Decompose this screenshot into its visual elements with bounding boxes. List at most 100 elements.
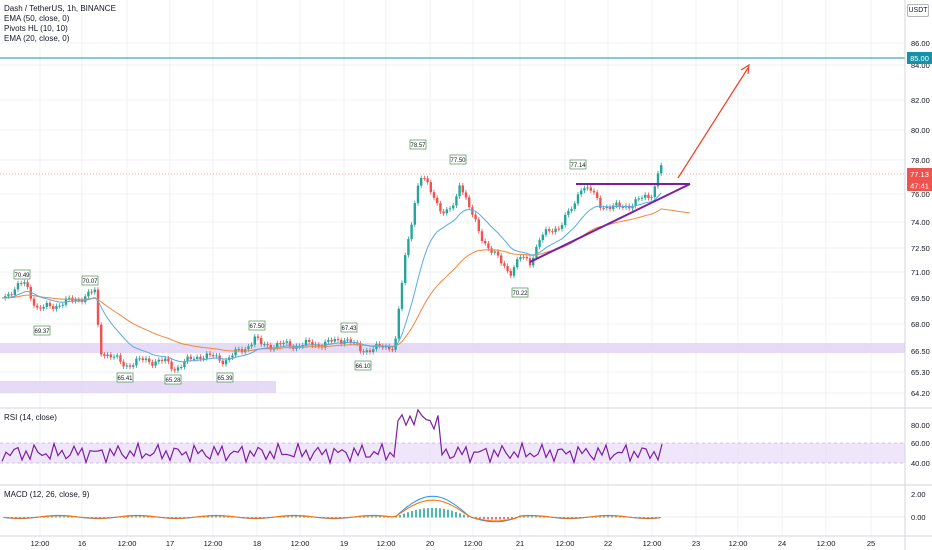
candle-body <box>77 299 80 301</box>
time-tick-label: 12:00 <box>817 539 836 548</box>
candle-body <box>132 365 135 367</box>
candle-body <box>362 351 365 353</box>
svg-text:67.50: 67.50 <box>249 324 265 330</box>
candle-body <box>20 283 23 285</box>
candle-body <box>336 339 340 341</box>
candle-body <box>458 185 461 197</box>
pivot-high-label: 77.14 <box>569 159 587 170</box>
price-tick-label: 68.00 <box>911 320 930 329</box>
candle-body <box>439 203 442 212</box>
symbol-title[interactable]: Dash / TetherUS, 1h, BINANCE <box>4 4 116 13</box>
pivot-low-label: 70.22 <box>511 287 529 298</box>
macd-bar <box>11 517 13 519</box>
svg-text:78.57: 78.57 <box>410 143 426 149</box>
candle-body <box>605 207 608 209</box>
rsi-line <box>1 408 663 466</box>
price-axis[interactable]: 86.00 84.00 82.00 80.00 78.00 76.00 74.00 72.50… <box>911 39 930 398</box>
candle-body <box>93 289 96 293</box>
candle-body <box>112 356 116 358</box>
time-tick-label: 12:00 <box>729 539 748 548</box>
macd-bar <box>431 507 433 518</box>
price-tick-label: 82.00 <box>911 96 930 105</box>
macd-bar <box>575 517 577 519</box>
indicator-ema-50[interactable]: EMA (50, close, 0) <box>4 14 70 23</box>
macd-bar <box>55 516 57 518</box>
candle-body <box>359 343 362 352</box>
candle-body <box>599 197 602 208</box>
macd-bar <box>223 516 225 518</box>
indicator-ema-20[interactable]: EMA (20, close, 0) <box>4 34 70 43</box>
macd-bar <box>231 516 233 518</box>
macd-title[interactable]: MACD (12, 26, close, 9) <box>4 490 90 499</box>
macd-bar <box>255 517 257 519</box>
macd-bar <box>203 516 205 518</box>
pivot-high-label: 70.07 <box>81 275 99 286</box>
candle-body <box>269 344 272 350</box>
candle-body <box>205 353 208 359</box>
time-tick-label: 12:00 <box>291 539 310 548</box>
candle-body <box>522 256 525 258</box>
macd-bar <box>527 516 529 518</box>
macd-bar <box>183 517 185 519</box>
candle-body <box>602 207 605 209</box>
macd-bar <box>59 516 61 518</box>
candle-body <box>122 361 125 367</box>
candle-body <box>650 197 653 199</box>
indicator-pivots[interactable]: Pivots HL (10, 10) <box>4 24 68 33</box>
candle-body <box>503 263 506 267</box>
candle-body <box>23 282 26 284</box>
breakout-arrow[interactable] <box>677 63 750 179</box>
time-axis[interactable]: 12:00 16 12:00 17 12:00 18 12:00 19 12:00 20 12:00… <box>31 539 876 548</box>
macd-bar <box>3 517 5 518</box>
time-tick-label: 22 <box>604 539 612 548</box>
candle-body <box>474 214 477 220</box>
candle-body <box>461 185 464 193</box>
macd-bar <box>219 516 221 518</box>
candle-body <box>253 336 256 345</box>
pivot-low-label: 66.10 <box>354 360 372 371</box>
time-tick-label: 20 <box>426 539 434 548</box>
candle-body <box>285 341 288 343</box>
macd-bar <box>495 517 497 520</box>
macd-bar <box>503 517 505 520</box>
macd-tick-label: 2.00 <box>911 490 926 499</box>
rsi-title[interactable]: RSI (14, close) <box>4 413 57 422</box>
currency-badge[interactable]: USDT <box>907 4 929 17</box>
candle-body <box>32 298 36 306</box>
macd-axis[interactable]: 2.00 0.00 <box>911 490 926 522</box>
macd-bar <box>603 516 605 518</box>
macd-bar <box>651 517 653 519</box>
candle-body <box>477 219 480 232</box>
macd-bar <box>339 517 341 519</box>
candle-body <box>52 306 55 310</box>
ascending-triangle-pattern[interactable] <box>529 183 691 263</box>
candle-body <box>237 349 240 351</box>
macd-bar <box>135 516 137 518</box>
pivot-low-label: 65.41 <box>116 372 134 383</box>
macd-bar <box>407 512 409 518</box>
macd-bar <box>43 516 45 518</box>
macd-bar <box>519 516 521 518</box>
rsi-tick-label: 60.00 <box>911 439 930 448</box>
candle-body <box>144 358 148 361</box>
candle-body <box>29 287 32 299</box>
svg-text:70.49: 70.49 <box>14 273 30 279</box>
macd-bar <box>659 517 661 518</box>
svg-text:65.41: 65.41 <box>117 376 133 382</box>
price-tick-label: 74.00 <box>911 218 930 227</box>
macd-bar <box>63 516 65 518</box>
candle-body <box>372 349 375 353</box>
price-tick-label: 84.00 <box>911 61 930 70</box>
candle-body <box>135 358 138 366</box>
price-tick-label: 64.20 <box>911 389 930 398</box>
candle-body <box>516 259 519 268</box>
candle-body <box>7 294 10 297</box>
pivot-low-label: 65.28 <box>164 374 182 385</box>
macd-bar <box>211 516 213 518</box>
price-tick-label: 76.00 <box>911 190 930 199</box>
macd-bar <box>423 508 425 518</box>
rsi-axis[interactable]: 80.00 60.00 40.00 <box>911 421 930 468</box>
candle-body <box>170 361 173 370</box>
candle-body <box>202 358 205 360</box>
